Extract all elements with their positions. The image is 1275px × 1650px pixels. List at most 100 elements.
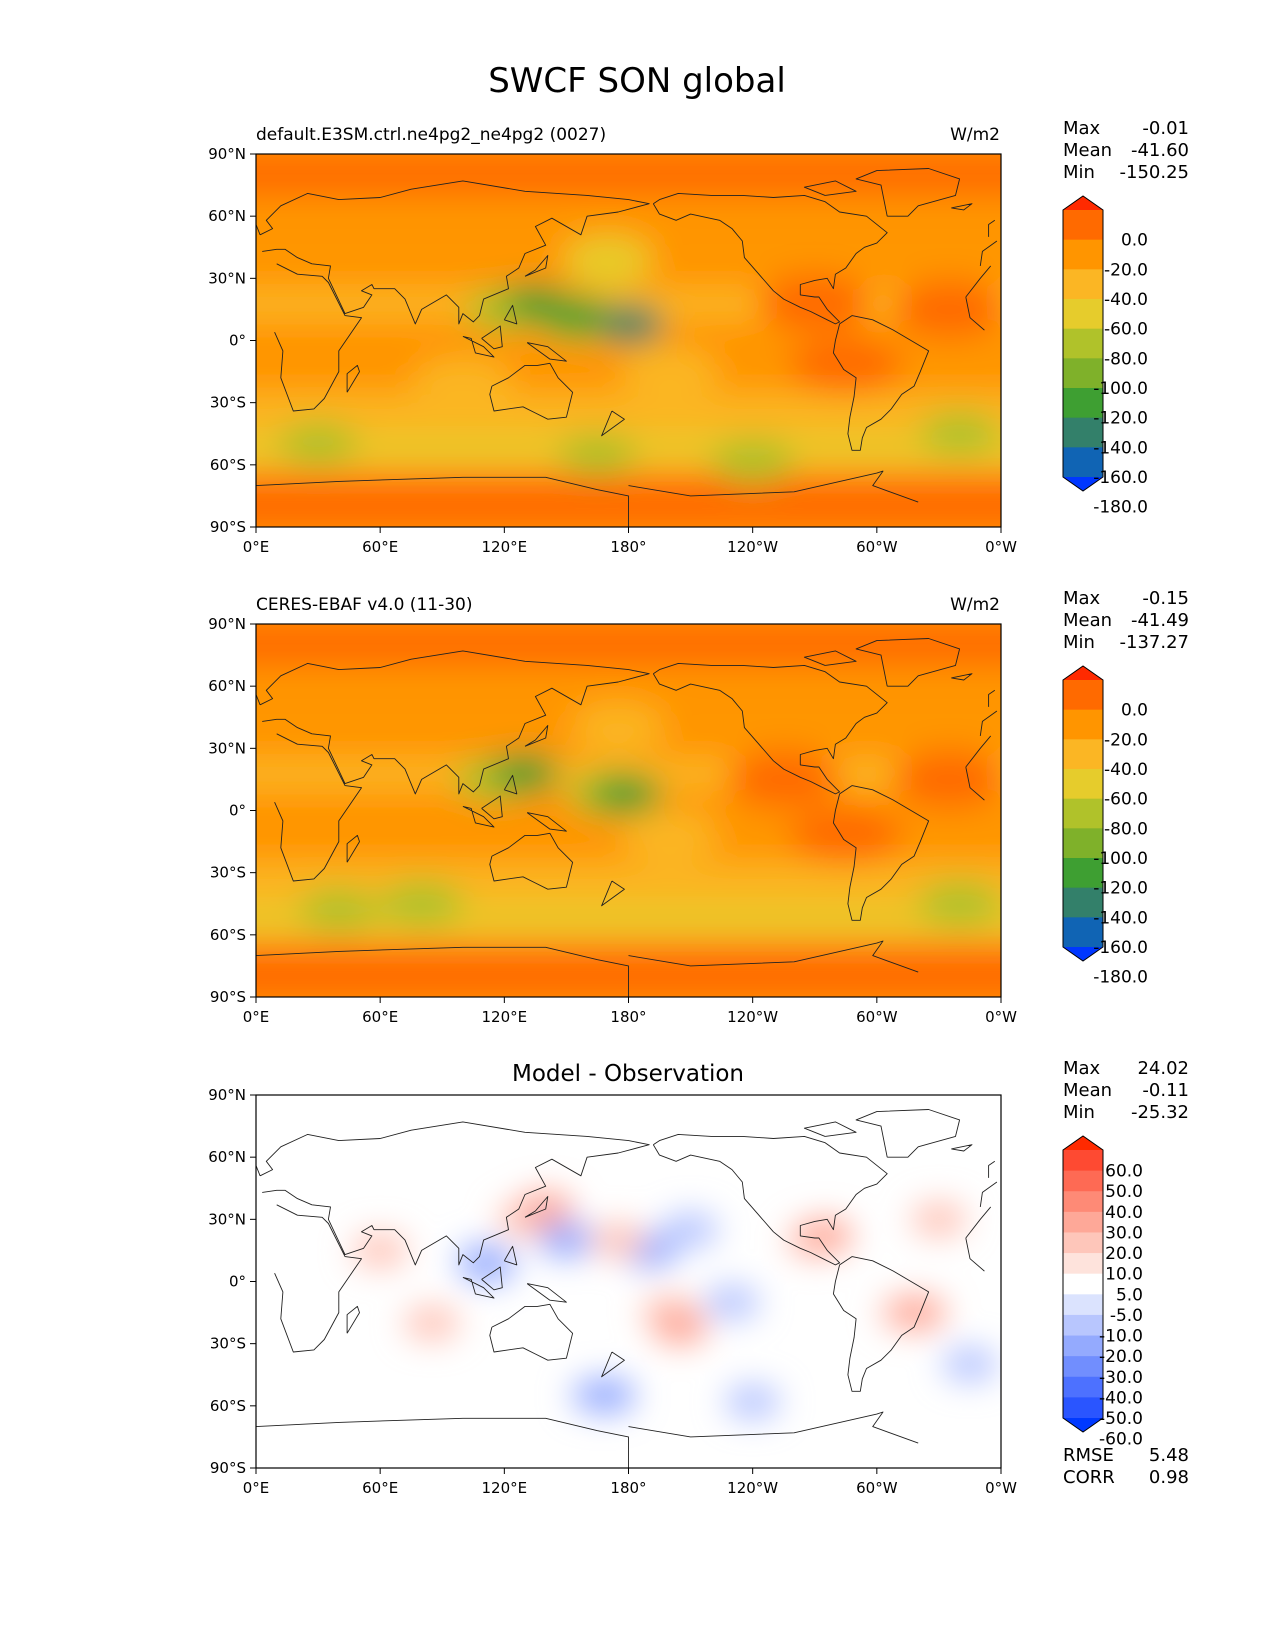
colorbar-tick-label: 10.0: [1105, 1265, 1143, 1285]
x-tick-label: 120°E: [482, 538, 528, 556]
x-tick-label: 120°W: [727, 538, 778, 556]
contour-region: [703, 1284, 760, 1321]
colorbar-segment: [1063, 1232, 1103, 1254]
y-tick-label: 90°S: [210, 988, 246, 1006]
x-tick-label: 60°E: [362, 1479, 398, 1497]
zonal-band: [256, 154, 1001, 196]
colorbar-segment: [1063, 269, 1103, 300]
colorbar-segment: [1063, 828, 1103, 859]
y-tick-label: 0°: [229, 332, 246, 350]
colorbar-segment: [1063, 1376, 1103, 1398]
x-tick-label: 0°W: [985, 1008, 1017, 1026]
colorbar-segment: [1063, 1335, 1103, 1357]
colorbar-segment: [1063, 299, 1103, 330]
x-tick-label: 180°: [610, 1008, 646, 1026]
colorbar-tick-label: 60.0: [1105, 1162, 1143, 1182]
x-tick-label: 0°W: [985, 1479, 1017, 1497]
panel-difference: Model - Observation Max 24.02 Mean -0.11…: [208, 1058, 1189, 1497]
colorbar-outline: [1062, 665, 1104, 962]
panel-model-units: W/m2: [950, 125, 1000, 145]
colorbar-tick-label: -180.0: [1093, 968, 1148, 988]
y-tick-label: 60°S: [210, 926, 246, 944]
y-tick-label: 90°S: [210, 518, 246, 536]
coastline: [256, 168, 998, 527]
colorbar-tick-label: 0.0: [1121, 231, 1148, 251]
y-tick-label: 60°N: [208, 677, 246, 695]
colorbar-segment: [1063, 1170, 1103, 1192]
contour-region: [941, 1346, 998, 1383]
contour-region: [890, 1294, 947, 1331]
y-tick-label: 60°N: [208, 1148, 246, 1166]
contour-region: [379, 880, 464, 927]
x-tick-label: 180°: [610, 538, 646, 556]
stat-min-label: Min: [1063, 1102, 1095, 1123]
contour-region: [758, 274, 871, 332]
x-tick-label: 0°E: [243, 538, 270, 556]
colorbar-tick-label: 50.0: [1105, 1182, 1143, 1202]
corr-value: 0.98: [1149, 1467, 1189, 1488]
contour-region: [789, 806, 902, 864]
colorbar-segment: [1063, 358, 1103, 389]
zonal-band: [256, 665, 1001, 697]
colorbar-segment: [1063, 798, 1103, 829]
colorbar-segment: [1063, 709, 1103, 740]
contour-region: [403, 1304, 460, 1341]
stat-mean-label: Mean: [1063, 610, 1112, 631]
contour-region: [710, 437, 795, 484]
y-tick-label: 90°S: [210, 1459, 246, 1477]
stat-mean-value: -0.11: [1142, 1080, 1189, 1101]
zonal-band: [256, 195, 1001, 227]
figure-title: SWCF SON global: [488, 61, 786, 101]
contour-region: [789, 336, 902, 394]
contour-region: [542, 296, 611, 336]
contour-region: [652, 1309, 709, 1346]
contour-region: [619, 345, 720, 398]
colorbar-tick-label: -40.0: [1104, 760, 1148, 780]
stat-max-label: Max: [1063, 118, 1101, 139]
contour-region: [563, 238, 652, 286]
zonal-band: [256, 419, 1001, 436]
contour-region: [724, 1383, 781, 1420]
colorbar-extend-bottom: [1063, 1418, 1103, 1432]
x-tick-label: 60°W: [856, 1479, 898, 1497]
contour-region: [910, 1201, 967, 1238]
colorbar-tick-label: -20.0: [1104, 730, 1148, 750]
colorbar-segment: [1063, 1273, 1103, 1295]
colorbar-extend-bottom: [1063, 477, 1103, 491]
rmse-label: RMSE: [1063, 1445, 1114, 1466]
panel-difference-title: Model - Observation: [512, 1061, 744, 1087]
colorbar-segment: [1063, 328, 1103, 359]
rmse-value: 5.48: [1149, 1445, 1189, 1466]
colorbar-tick-label: 20.0: [1105, 1244, 1143, 1264]
contour-region: [557, 432, 638, 477]
stat-min-label: Min: [1063, 162, 1095, 183]
colorbar-tick-label: -140.0: [1093, 908, 1148, 928]
y-tick-label: 30°S: [210, 394, 246, 412]
colorbar-segment: [1063, 680, 1103, 711]
x-tick-label: 0°E: [243, 1479, 270, 1497]
contour-region: [619, 809, 720, 862]
contour-field: [256, 624, 1001, 997]
contour-region: [662, 1211, 719, 1248]
x-tick-label: 60°W: [856, 538, 898, 556]
x-tick-label: 0°W: [985, 538, 1017, 556]
colorbar-tick-label: -80.0: [1104, 819, 1148, 839]
stat-max-label: Max: [1063, 588, 1101, 609]
colorbar: 60.050.040.030.020.010.05.0-5.0-10.0-20.…: [1062, 1135, 1143, 1450]
colorbar-extend-bottom: [1063, 947, 1103, 961]
colorbar-tick-label: -50.0: [1099, 1409, 1143, 1429]
zonal-band: [256, 930, 1001, 946]
contour-region: [893, 751, 1001, 808]
stat-min-value: -150.25: [1120, 162, 1189, 183]
x-tick-label: 120°W: [727, 1008, 778, 1026]
colorbar-segment: [1063, 1397, 1103, 1419]
y-tick-label: 30°N: [208, 739, 246, 757]
contour-region: [579, 1377, 636, 1414]
colorbar: 0.0 -20.0 -40.0 -60.0 -80.0 -100.0 -120.0 -140.…: [1062, 195, 1148, 518]
colorbar: 0.0 -20.0 -40.0 -60.0 -80.0 -100.0 -120.0 -140.…: [1062, 665, 1148, 988]
colorbar-segment: [1063, 739, 1103, 770]
corr-label: CORR: [1063, 1467, 1115, 1488]
colorbar-tick-label: -60.0: [1104, 790, 1148, 810]
colorbar-tick-label: -10.0: [1099, 1327, 1143, 1347]
